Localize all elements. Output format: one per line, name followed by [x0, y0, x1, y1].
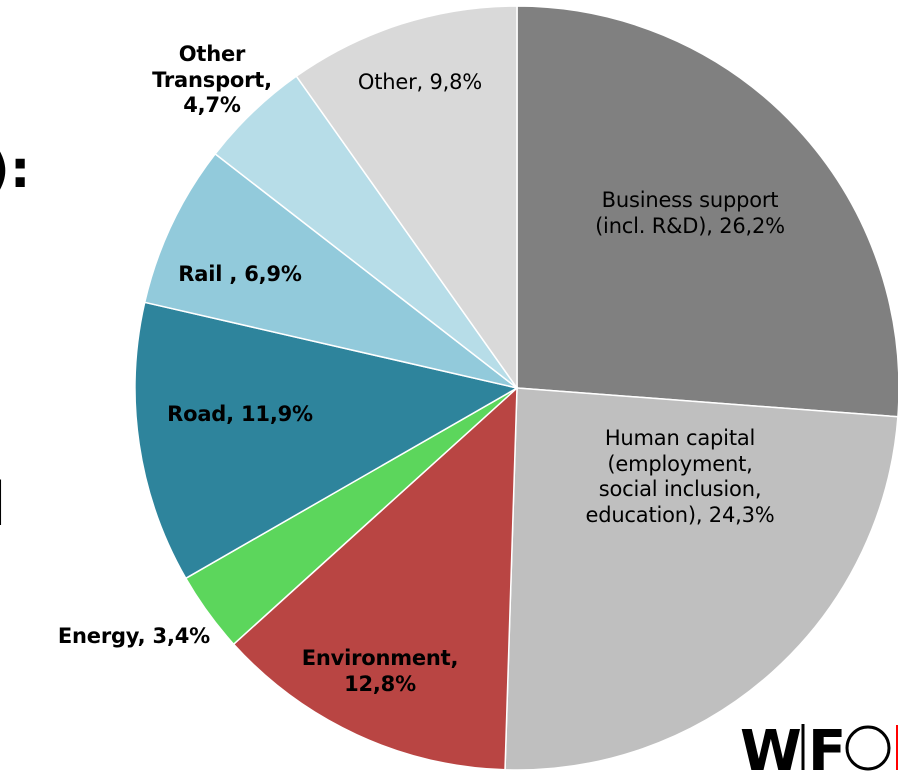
slice-label: Business support (incl. R&D), 26,2%: [595, 188, 785, 238]
slice-label: Other, 9,8%: [357, 70, 483, 94]
pie-slice: [516, 5, 898, 418]
title-fragment: l: [0, 470, 7, 540]
slice-label: Human capital (employment, social inclus…: [585, 426, 775, 527]
logo-text: F: [808, 719, 846, 777]
pie-slice: [232, 386, 518, 771]
pie-slice: [504, 387, 898, 771]
slice-label: Rail , 6,9%: [178, 262, 302, 286]
title-fragment: ):: [0, 140, 31, 200]
slice-label: Other Transport, 4,7%: [152, 42, 272, 118]
pie-slice: [295, 5, 518, 391]
slice-label: Road, 11,9%: [167, 402, 313, 426]
pie-slice: [134, 301, 520, 580]
pie-slice: [143, 152, 518, 389]
logo-circle: [845, 725, 891, 771]
logo-square: [896, 725, 898, 770]
logo-text: W: [740, 719, 802, 777]
slice-label: Energy, 3,4%: [57, 624, 210, 648]
slice-label: Environment, 12,8%: [301, 646, 459, 696]
